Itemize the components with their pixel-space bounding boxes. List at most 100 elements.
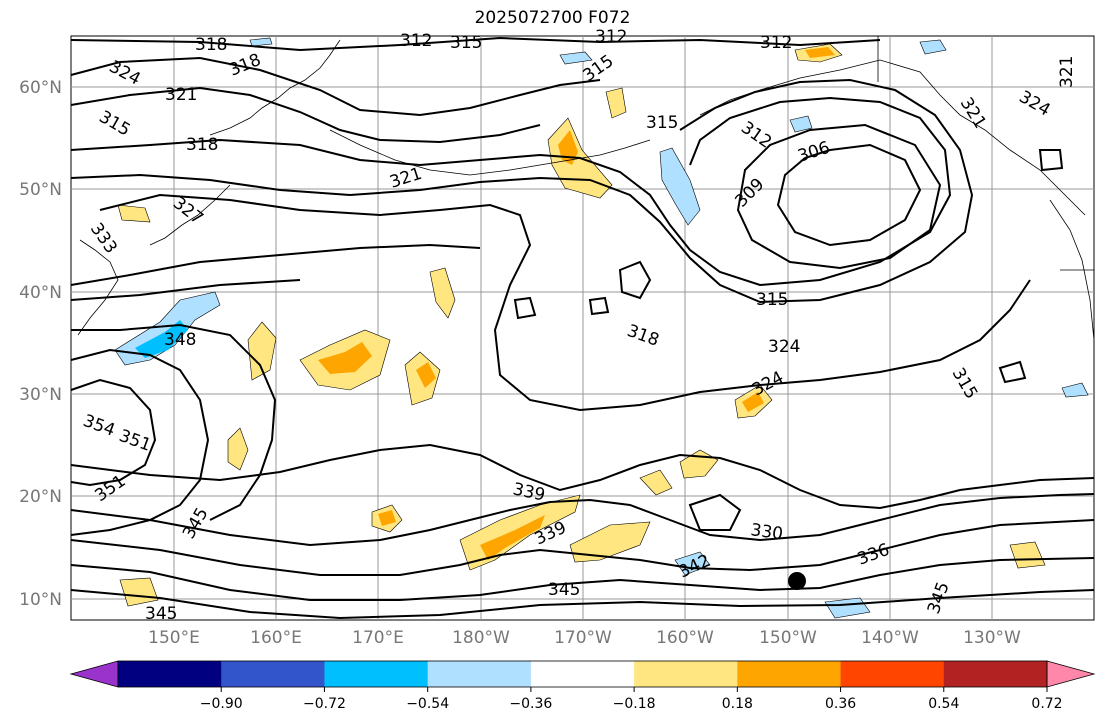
map-panel: 318 312 315 312 312 324 318 321 315 315 … — [70, 27, 1095, 624]
negative-patch — [559, 51, 593, 65]
contour-line — [70, 493, 1095, 547]
contour-line — [70, 589, 1095, 620]
positive-patch — [639, 469, 673, 496]
colorbar-outline — [117, 660, 1048, 688]
contour-label: 315 — [450, 33, 482, 53]
lon-tick-label: 170°W — [554, 628, 612, 648]
positive-patch — [247, 321, 277, 381]
negative-patch — [674, 551, 711, 576]
negative-patch-core — [135, 320, 188, 358]
colorbar-labels: −0.90 −0.72 −0.54 −0.36 −0.18 0.18 0.36 0.54 0.7… — [200, 687, 1063, 712]
contour-lines — [70, 36, 1095, 620]
positive-patch — [569, 521, 651, 563]
lat-tick-label: 40°N — [19, 283, 62, 303]
lat-tick-label: 10°N — [19, 590, 62, 610]
colorbar-extend-high — [1046, 660, 1096, 688]
positive-patch — [119, 577, 159, 607]
contour-label: 318 — [195, 35, 227, 55]
colorbar-label: 0.36 — [825, 696, 856, 712]
contour-line — [70, 243, 481, 286]
contour-line — [776, 143, 922, 247]
negative-patch — [789, 115, 813, 133]
coastline-alaska — [699, 59, 1086, 216]
contour-label: 312 — [760, 33, 792, 53]
lon-tick-label: 150°W — [759, 628, 817, 648]
colorbar-segment — [530, 661, 635, 687]
positive-patch — [429, 267, 456, 319]
colorbar-segment — [737, 661, 842, 687]
lon-tick-label: 170°E — [352, 628, 404, 648]
contour-line — [70, 86, 541, 144]
lat-tick-label: 30°N — [19, 385, 62, 405]
positive-patch — [605, 87, 627, 119]
positive-patch-core — [378, 510, 396, 526]
contour-line — [70, 96, 952, 287]
contour-line — [688, 493, 742, 531]
coastlines — [77, 36, 1095, 341]
colorbar-label: −0.72 — [303, 696, 346, 712]
negative-patch — [1061, 382, 1089, 398]
contour-line — [618, 260, 652, 300]
lon-tick-label: 160°E — [250, 628, 302, 648]
contour-label: 315 — [646, 113, 678, 133]
point-marker — [788, 572, 806, 590]
colorbar-label: 0.54 — [928, 696, 959, 712]
contour-line — [70, 378, 157, 487]
colorbar-segment — [221, 661, 325, 687]
colorbar-label: 0.18 — [722, 696, 753, 712]
colorbar-segment — [118, 661, 222, 687]
lon-tick-label: 150°E — [148, 628, 200, 648]
contour-label: 321 — [165, 85, 197, 105]
contour-line — [70, 279, 301, 301]
colorbar-segment — [324, 661, 429, 687]
colorbar-segment — [840, 661, 945, 687]
coastline-aleutians — [329, 129, 651, 176]
contour-label: 345 — [548, 580, 580, 600]
contour-label: 330 — [749, 520, 784, 544]
positive-patch — [227, 427, 249, 471]
contour-line — [513, 296, 537, 320]
contour-label: 312 — [400, 31, 432, 51]
map-title: 2025072700 F072 — [474, 8, 631, 28]
positive-patch-core — [805, 47, 835, 58]
negative-patch — [919, 39, 947, 55]
positive-patch-core — [480, 515, 545, 560]
contour-line — [1038, 149, 1064, 172]
colorbar-extend-low — [69, 660, 119, 688]
colorbar-segment — [943, 661, 1048, 687]
colorbar-label: −0.90 — [200, 696, 243, 712]
colorbar-label: −0.18 — [613, 696, 656, 712]
colorbar: −0.90 −0.72 −0.54 −0.36 −0.18 0.18 0.36 0.54 0.7… — [69, 660, 1096, 712]
contour-label: 312 — [595, 27, 627, 47]
contour-label: 321 — [1057, 56, 1077, 88]
colorbar-segment — [634, 661, 738, 687]
contour-line — [588, 296, 610, 316]
contour-line — [70, 519, 1095, 576]
colorbar-label: 0.72 — [1031, 696, 1062, 712]
lat-tick-label: 60°N — [19, 78, 62, 98]
contour-label: 348 — [164, 330, 196, 350]
colorbar-segments — [69, 660, 1096, 688]
coastline-kurils — [149, 184, 231, 246]
contour-label: 315 — [756, 290, 788, 310]
positive-patch-core — [742, 392, 764, 412]
latitude-ticks: 60°N 50°N 40°N 30°N 20°N 10°N — [19, 78, 62, 610]
contour-line — [70, 78, 974, 304]
contour-line — [998, 360, 1027, 384]
colorbar-segment — [427, 661, 532, 687]
negative-patch — [249, 37, 273, 47]
colorbar-label: −0.36 — [509, 696, 552, 712]
contour-labels: 318 312 315 312 312 324 318 321 315 315 … — [80, 27, 1077, 624]
coastline-canada — [1049, 199, 1095, 341]
longitude-ticks: 150°E 160°E 170°E 180°W 170°W 160°W 150°… — [148, 628, 1021, 648]
positive-patch-core — [318, 342, 372, 374]
contour-label: 345 — [145, 604, 177, 624]
lon-tick-label: 140°W — [861, 628, 919, 648]
contour-line — [99, 193, 1031, 412]
positive-patch — [117, 204, 151, 223]
contour-line — [70, 36, 881, 52]
coastline-japan — [77, 239, 119, 336]
contour-line — [70, 443, 1095, 510]
contour-label: 324 — [768, 337, 800, 357]
lon-tick-label: 130°W — [963, 628, 1021, 648]
